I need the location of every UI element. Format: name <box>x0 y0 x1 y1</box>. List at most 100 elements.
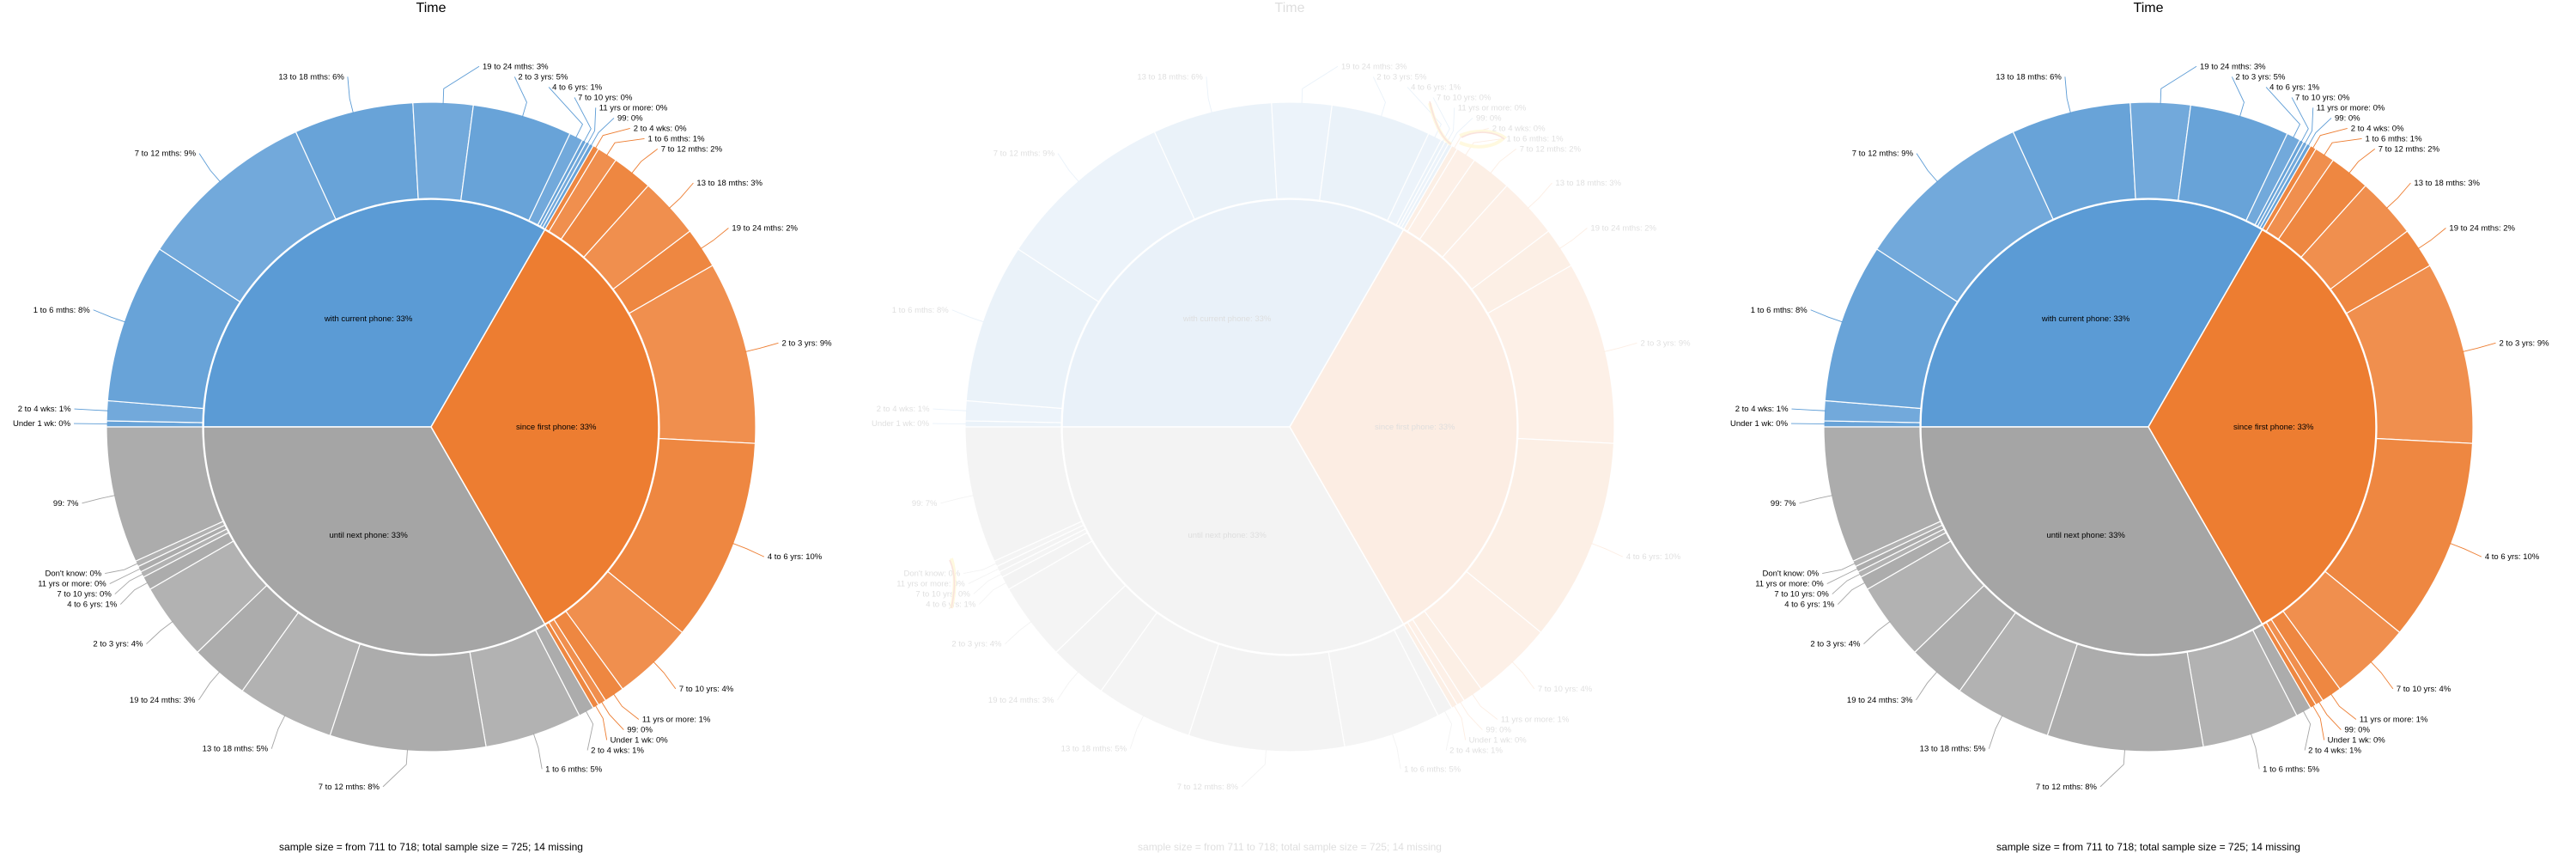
leader-line <box>2302 710 2312 751</box>
outer-slice-label: 1 to 6 mths: 5% <box>2263 765 2320 774</box>
outer-slice <box>964 426 1083 563</box>
outer-slice-label: 4 to 6 yrs: 1% <box>552 82 603 92</box>
leader-line <box>605 137 645 156</box>
outer-slice-label: 13 to 18 mths: 5% <box>1061 745 1127 754</box>
outer-slice-label: 7 to 10 yrs: 0% <box>1437 93 1492 102</box>
leader-line <box>1241 748 1267 788</box>
leader-line <box>1372 76 1386 118</box>
outer-slice-label: Don't know: 0% <box>1762 570 1819 579</box>
outer-slice-label: 13 to 18 mths: 3% <box>1555 179 1621 188</box>
outer-slice-label: 7 to 12 mths: 9% <box>135 149 197 159</box>
leader-line <box>1490 149 1517 174</box>
outer-slice-label: 2 to 4 wks: 0% <box>634 124 687 133</box>
leader-line <box>2312 127 2348 149</box>
leader-line <box>631 149 659 174</box>
outer-slice-label: Under 1 wk: 0% <box>1469 736 1528 746</box>
outer-slice <box>964 420 1062 428</box>
leader-line <box>1432 97 1450 143</box>
leader-line <box>2304 107 2314 145</box>
outer-slice-label: 7 to 12 mths: 8% <box>1177 783 1239 792</box>
outer-slice-label: 2 to 3 yrs: 9% <box>1640 338 1691 348</box>
leader-line <box>1590 542 1624 557</box>
leader-line <box>114 573 144 594</box>
leader-line <box>968 568 1000 584</box>
outer-slice-label: 7 to 10 yrs: 0% <box>57 590 112 600</box>
outer-slice-label: 99: 0% <box>2344 726 2370 735</box>
outer-slice-label: 7 to 12 mths: 2% <box>661 144 723 154</box>
outer-slice-label: 4 to 6 yrs: 1% <box>1784 600 1835 610</box>
outer-slice-label: 2 to 4 wks: 1% <box>1449 746 1503 756</box>
leader-line <box>2330 693 2357 720</box>
inner-slice-label: since first phone: 33% <box>516 423 597 432</box>
leader-line <box>1406 87 1443 139</box>
sunburst-chart-right: Time sample size = from 711 to 718; total… <box>1730 1 2549 853</box>
leader-line <box>1206 76 1212 114</box>
outer-slice-label: 4 to 6 yrs: 1% <box>67 600 118 610</box>
leader-line <box>2462 342 2496 352</box>
leader-line <box>1916 671 1938 701</box>
outer-slice-label: 2 to 4 wks: 1% <box>2308 746 2361 756</box>
leader-line <box>1837 582 1866 605</box>
outer-slice <box>1393 624 1453 716</box>
outer-slice-label: 4 to 6 yrs: 1% <box>926 600 976 610</box>
outer-slice-label: 99: 7% <box>53 499 79 509</box>
outer-slice-label: 99: 0% <box>617 113 643 123</box>
leader-line <box>82 495 116 504</box>
leader-line <box>2318 701 2342 730</box>
sunburst-panel-left: Time sample size = from 711 to 718; total… <box>0 0 859 859</box>
outer-slice-label: 99: 0% <box>2335 113 2360 123</box>
outer-slice-label: 2 to 4 wks: 1% <box>1735 405 1789 414</box>
leader-line <box>1791 408 1826 411</box>
inner-slice-label: with current phone: 33% <box>2041 314 2130 324</box>
leader-line <box>574 97 592 143</box>
outer-slice-label: Under 1 wk: 0% <box>611 736 669 746</box>
outer-slice-label: 99: 0% <box>1485 726 1511 735</box>
outer-slice <box>1412 610 1482 702</box>
leader-line <box>951 309 985 323</box>
overlap-highlight <box>949 101 1508 609</box>
outer-slice <box>1398 141 1449 228</box>
outer-slice <box>1400 143 1453 230</box>
outer-slice-label: 19 to 24 mths: 3% <box>130 696 196 705</box>
outer-slice-label: 2 to 3 yrs: 5% <box>1376 72 1427 82</box>
leader-line <box>590 118 615 147</box>
outer-slice-label: 1 to 6 mths: 1% <box>2366 134 2423 143</box>
outer-slice-label: 99: 7% <box>1771 499 1796 509</box>
outer-slice <box>1406 148 1476 241</box>
outer-slice-label: 11 yrs or more: 0% <box>38 580 106 589</box>
outer-slice <box>995 524 1086 573</box>
outer-slice <box>106 426 224 563</box>
leader-line <box>2312 704 2325 740</box>
leader-line <box>1301 65 1339 105</box>
leader-line <box>2160 65 2197 105</box>
leader-line <box>933 408 968 411</box>
outer-slice-label: 4 to 6 yrs: 10% <box>768 552 823 562</box>
outer-slice <box>1403 621 1459 710</box>
sample-size-note: sample size = from 711 to 718; total sam… <box>1996 841 2300 853</box>
leader-line <box>1822 563 1856 575</box>
sunburst-chart-middle: Time sample size = from 711 to 718; total… <box>872 1 1691 853</box>
sunburst-panel-middle: Time sample size = from 711 to 718; total… <box>859 0 1717 859</box>
inner-slice-since-first-phone <box>2148 228 2377 625</box>
outer-slice-label: Under 1 wk: 0% <box>13 419 71 429</box>
leader-line <box>2323 137 2362 156</box>
outer-slice-label: 13 to 18 mths: 6% <box>1996 72 2062 82</box>
outer-slice <box>1406 618 1466 706</box>
outer-slice-label: 7 to 10 yrs: 0% <box>578 93 633 102</box>
outer-slice <box>1007 540 1127 654</box>
leader-line <box>198 671 221 701</box>
outer-slice-label: 11 yrs or more: 1% <box>2360 716 2428 725</box>
leader-line <box>1471 693 1498 720</box>
leader-line <box>2291 97 2309 143</box>
outer-slice-label: 7 to 10 yrs: 0% <box>2295 93 2350 102</box>
leader-line <box>93 309 126 323</box>
outer-slice <box>1442 185 1550 290</box>
inner-slice-with-current-phone <box>203 198 546 428</box>
outer-slice-label: 19 to 24 mths: 3% <box>2200 62 2266 71</box>
outer-slice-label: 1 to 6 mths: 8% <box>33 306 91 315</box>
outer-slice-label: 2 to 4 wks: 1% <box>877 405 930 414</box>
outer-slice-label: 2 to 3 yrs: 4% <box>1810 640 1861 649</box>
inner-slice-label: since first phone: 33% <box>1375 423 1455 432</box>
leader-line <box>600 701 624 730</box>
outer-slice <box>1471 230 1572 314</box>
